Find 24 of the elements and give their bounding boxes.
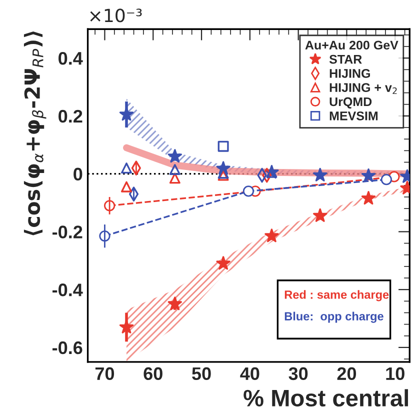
y-tick-label: -0.6 xyxy=(52,341,82,354)
legend-label: UrQMD xyxy=(330,97,372,108)
y-tick-label: -0.2 xyxy=(52,226,82,238)
text: ×10⁻³ xyxy=(90,8,142,22)
x-tick-label: 30 xyxy=(288,367,308,380)
y-tick-label: 0 xyxy=(74,168,82,181)
y-tick-label: 0.4 xyxy=(58,52,83,65)
legend-label: HIJING + v$_{2}$ xyxy=(330,83,397,94)
x-axis-title: % Most central xyxy=(244,389,408,407)
x-tick-label: 20 xyxy=(337,367,356,380)
legend-label: HIJING xyxy=(330,69,370,78)
y-tick-label: -0.4 xyxy=(52,284,83,296)
legend-label: STAR xyxy=(329,54,362,64)
legend-label: MEVSIM xyxy=(330,111,378,120)
annotation: Blue: opp charge xyxy=(284,312,384,323)
y-tick-label: 0.2 xyxy=(58,110,82,123)
annotation: Red : same charge xyxy=(284,290,389,302)
x-tick-label: 10 xyxy=(386,367,404,380)
x-tick-label: 60 xyxy=(144,367,162,380)
y-axis-title: ⟨cos(φ$_{α}$+φ$_{β}$-2Ψ$_{RP}$)⟩ xyxy=(24,31,46,236)
x-tick-label: 50 xyxy=(192,367,211,380)
x-tick-label: 70 xyxy=(95,367,114,380)
x-tick-label: 40 xyxy=(240,367,260,380)
legend-title: Au+Au 200 GeV xyxy=(305,40,398,50)
